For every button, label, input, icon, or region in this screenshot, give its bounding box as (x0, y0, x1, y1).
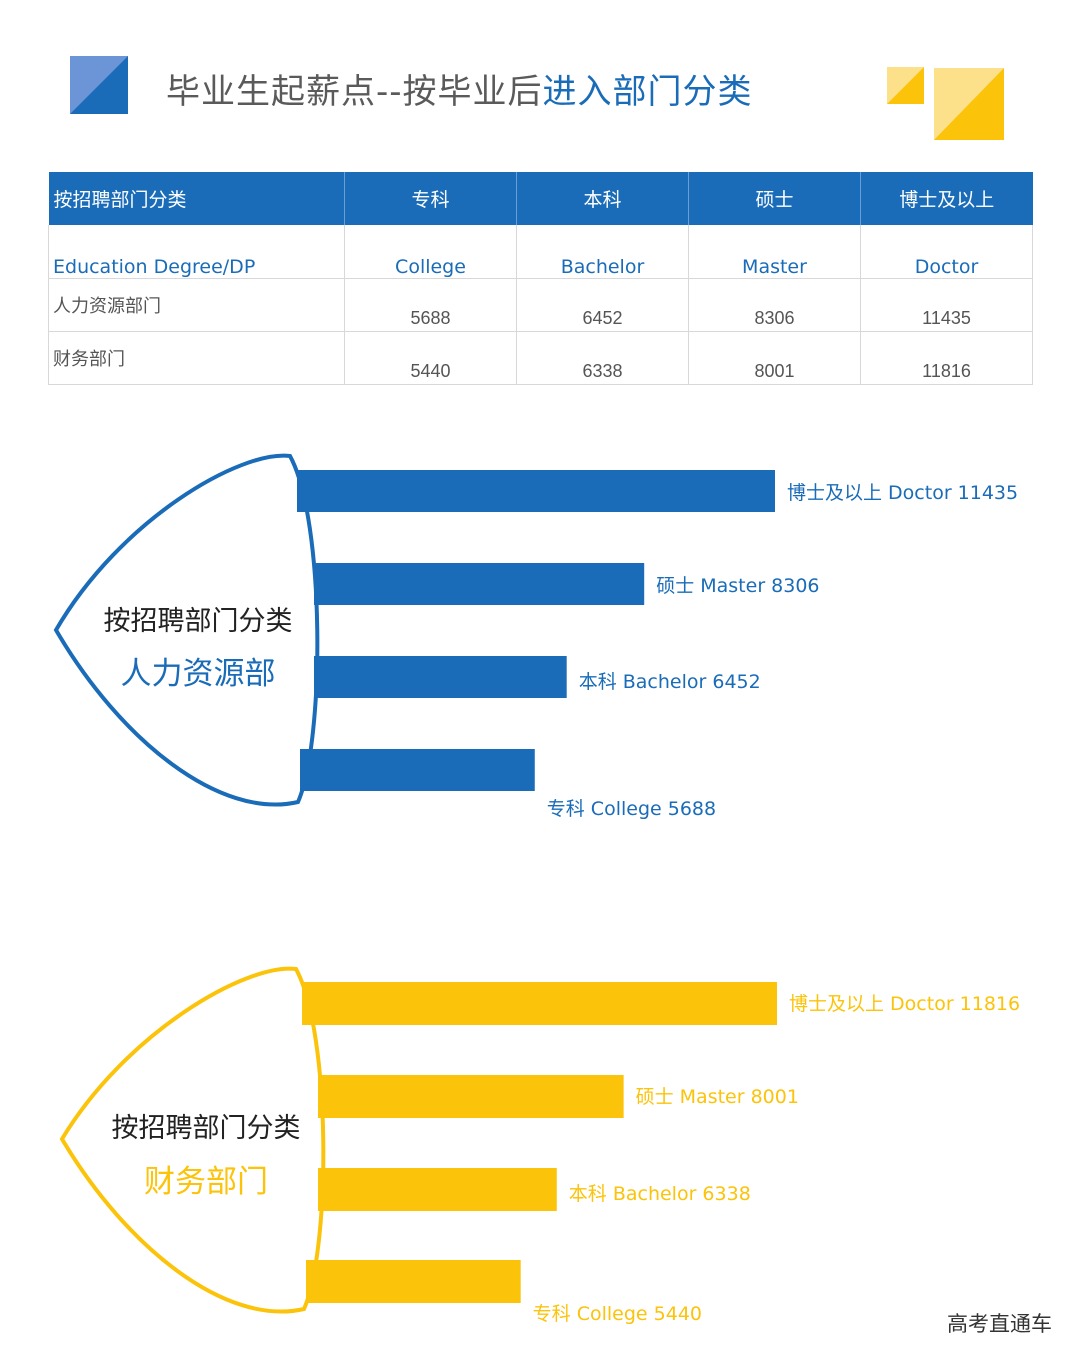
chart-heading: 按招聘部门分类 (112, 1113, 301, 1144)
row-dept: 财务部门 (48, 331, 345, 385)
bar-label-0: 博士及以上 Doctor 11816 (789, 993, 1020, 1015)
bar-0 (302, 982, 777, 1025)
header-master: 硕士 (688, 172, 861, 225)
chart-heading: 按招聘部门分类 (104, 606, 293, 637)
hr-bar-chart: 博士及以上 Doctor 11435 硕士 Master 8306 本科 Bache… (53, 453, 1018, 820)
degree-master: Master (688, 225, 861, 279)
bar-1 (318, 1075, 624, 1118)
row-cell: 11435 (860, 278, 1033, 332)
row-dept: 人力资源部门 (48, 278, 345, 332)
bar-3 (300, 749, 535, 791)
bar-label-2: 本科 Bachelor 6338 (569, 1183, 751, 1205)
bracket-outline (53, 453, 320, 807)
header-college: 专科 (344, 172, 517, 225)
bracket-outline (59, 966, 326, 1314)
title-main: 毕业生起薪点--按毕业后 (166, 72, 543, 112)
bar-label-1: 硕士 Master 8001 (636, 1086, 799, 1108)
row-cell: 6452 (516, 278, 689, 332)
row-cell: 6338 (516, 331, 689, 385)
row-cell: 11816 (860, 331, 1033, 385)
bar-2 (318, 1168, 557, 1211)
table-row: 财务部门 5440 6338 8001 11816 (48, 331, 1033, 385)
bar-3 (306, 1260, 521, 1303)
bar-label-1: 硕士 Master 8306 (656, 575, 819, 597)
bar-0 (297, 470, 775, 512)
header-doctor: 博士及以上 (860, 172, 1033, 225)
degree-row: Education Degree/DP College Bachelor Mas… (48, 225, 1033, 279)
degree-label: Education Degree/DP (48, 225, 345, 279)
watermark: 高考直通车 (947, 1312, 1052, 1336)
title-highlight: 进入部门分类 (542, 72, 753, 112)
row-cell: 8306 (688, 278, 861, 332)
degree-college: College (344, 225, 517, 279)
finance-bar-chart: 博士及以上 Doctor 11816 硕士 Master 8001 本科 Bache… (59, 966, 1020, 1325)
row-cell: 5440 (344, 331, 517, 385)
degree-bachelor: Bachelor (516, 225, 689, 279)
row-cell: 5688 (344, 278, 517, 332)
bar-label-0: 博士及以上 Doctor 11435 (787, 482, 1018, 504)
table-row: 人力资源部门 5688 6452 8306 11435 (48, 278, 1033, 332)
bar-1 (314, 563, 645, 605)
blue-square-decoration (70, 56, 128, 114)
header-category: 按招聘部门分类 (48, 172, 345, 225)
page-title: 毕业生起薪点--按毕业后进入部门分类 (166, 66, 753, 118)
row-cell: 8001 (688, 331, 861, 385)
salary-table: 按招聘部门分类 专科 本科 硕士 博士及以上 Education Degree/… (48, 172, 1033, 385)
header-bachelor: 本科 (516, 172, 689, 225)
bar-label-3: 专科 College 5688 (547, 798, 716, 820)
chart-subheading: 财务部门 (144, 1164, 268, 1200)
table-header-row: 按招聘部门分类 专科 本科 硕士 博士及以上 (48, 172, 1033, 225)
bar-2 (314, 656, 567, 698)
degree-doctor: Doctor (860, 225, 1033, 279)
chart-subheading: 人力资源部 (121, 656, 276, 692)
bar-label-2: 本科 Bachelor 6452 (579, 671, 761, 693)
bar-label-3: 专科 College 5440 (533, 1303, 702, 1325)
yellow-squares-decoration (887, 67, 1004, 140)
